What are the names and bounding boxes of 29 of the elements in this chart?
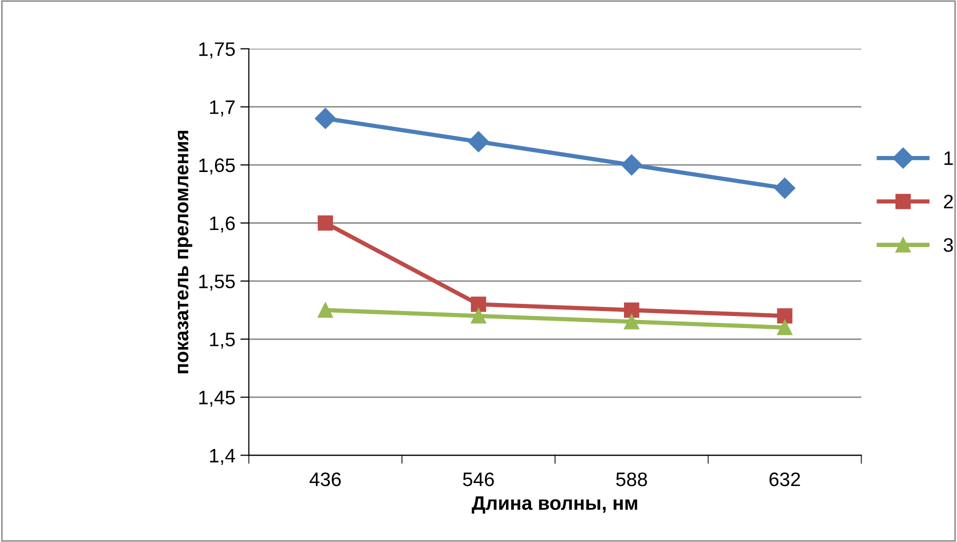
point — [470, 308, 486, 324]
point — [318, 215, 334, 231]
y-tick-label: 1,4 — [210, 448, 236, 465]
point — [777, 320, 792, 336]
y-axis-title: показатель преломления — [178, 130, 192, 374]
x-tick-label: 546 — [463, 472, 494, 486]
y-tick-label: 1,7 — [210, 100, 235, 116]
y-tick-label: 1,6 — [210, 216, 235, 233]
x-tick-label: 632 — [770, 472, 800, 486]
point — [624, 302, 640, 318]
point — [624, 314, 640, 330]
point — [621, 154, 642, 176]
y-tick-label: 1,75 — [199, 42, 235, 58]
x-tick-label: 588 — [616, 472, 647, 486]
point — [314, 108, 336, 129]
x-axis-title: Длина волны, нм — [472, 496, 638, 514]
point — [777, 308, 792, 324]
point — [470, 296, 486, 312]
point — [468, 131, 490, 152]
y-tick-label: 1,55 — [199, 274, 235, 291]
y-tick-label: 1,45 — [199, 390, 235, 407]
y-tick-label: 1,65 — [199, 158, 235, 174]
legend-label: 1 — [944, 151, 953, 165]
legend-label: 3 — [944, 238, 953, 252]
point — [318, 302, 334, 318]
x-tick-label: 436 — [310, 472, 341, 486]
legend-label: 2 — [944, 194, 953, 208]
point — [774, 178, 796, 199]
y-tick-label: 1,5 — [210, 332, 235, 349]
